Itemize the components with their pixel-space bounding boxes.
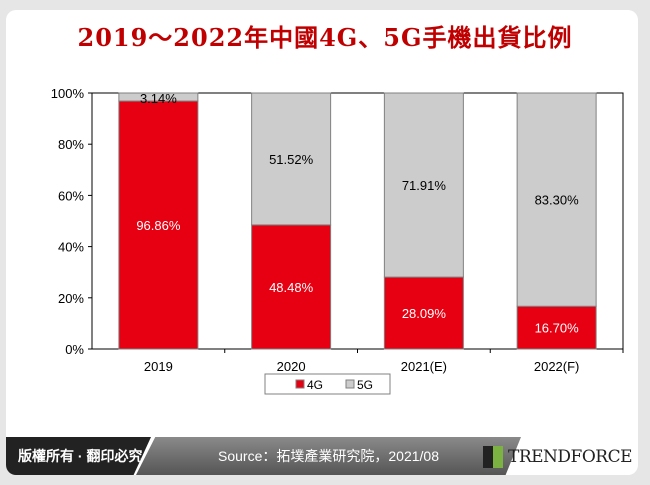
footer: 版權所有 · 翻印必究 Source：拓墣產業研究院，2021/08 TREND… [6, 437, 638, 475]
copyright-notice: 版權所有 · 翻印必究 [6, 437, 151, 475]
data-label: 16.70% [535, 321, 580, 336]
bar-5G-2022(F) [516, 92, 597, 307]
source-text: Source：拓墣產業研究院，2021/08 [136, 437, 521, 475]
y-tick-label: 40% [58, 240, 84, 255]
page-title: 2019～2022年中國4G、5G手機出貨比例 [77, 23, 573, 52]
y-tick-label: 60% [58, 188, 84, 203]
bar-4G-2022(F) [516, 305, 597, 350]
data-label: 3.14% [140, 91, 177, 106]
data-label: 28.09% [402, 306, 447, 321]
legend-label: 4G [307, 378, 323, 392]
y-tick-label: 100% [51, 86, 85, 101]
y-tick-label: 80% [58, 137, 84, 152]
x-tick-label: 2020 [277, 359, 306, 374]
x-tick-label: 2019 [144, 359, 173, 374]
data-label: 83.30% [535, 193, 580, 208]
logo-text: TRENDFORCE [507, 447, 633, 467]
y-tick-label: 20% [58, 291, 84, 306]
bar-4G-2021(E) [383, 276, 464, 350]
data-label: 48.48% [269, 280, 314, 295]
data-label: 51.52% [269, 152, 314, 167]
data-label: 96.86% [136, 218, 181, 233]
logo-mark-icon [482, 446, 503, 468]
legend [264, 373, 391, 395]
x-tick-label: 2021(E) [401, 359, 447, 374]
x-tick-label: 2022(F) [534, 359, 580, 374]
data-label: 71.91% [402, 178, 447, 193]
legend-swatch-4G [295, 379, 305, 389]
bar-5G-2019 [118, 92, 199, 102]
trendforce-logo: TRENDFORCE [482, 443, 633, 471]
legend-label: 5G [357, 378, 373, 392]
legend-swatch-5G [345, 379, 355, 389]
bar-4G-2019 [118, 100, 199, 350]
y-tick-label: 0% [65, 342, 84, 357]
bar-5G-2020 [251, 92, 332, 226]
bar-4G-2020 [251, 224, 332, 350]
bar-5G-2021(E) [383, 92, 464, 278]
